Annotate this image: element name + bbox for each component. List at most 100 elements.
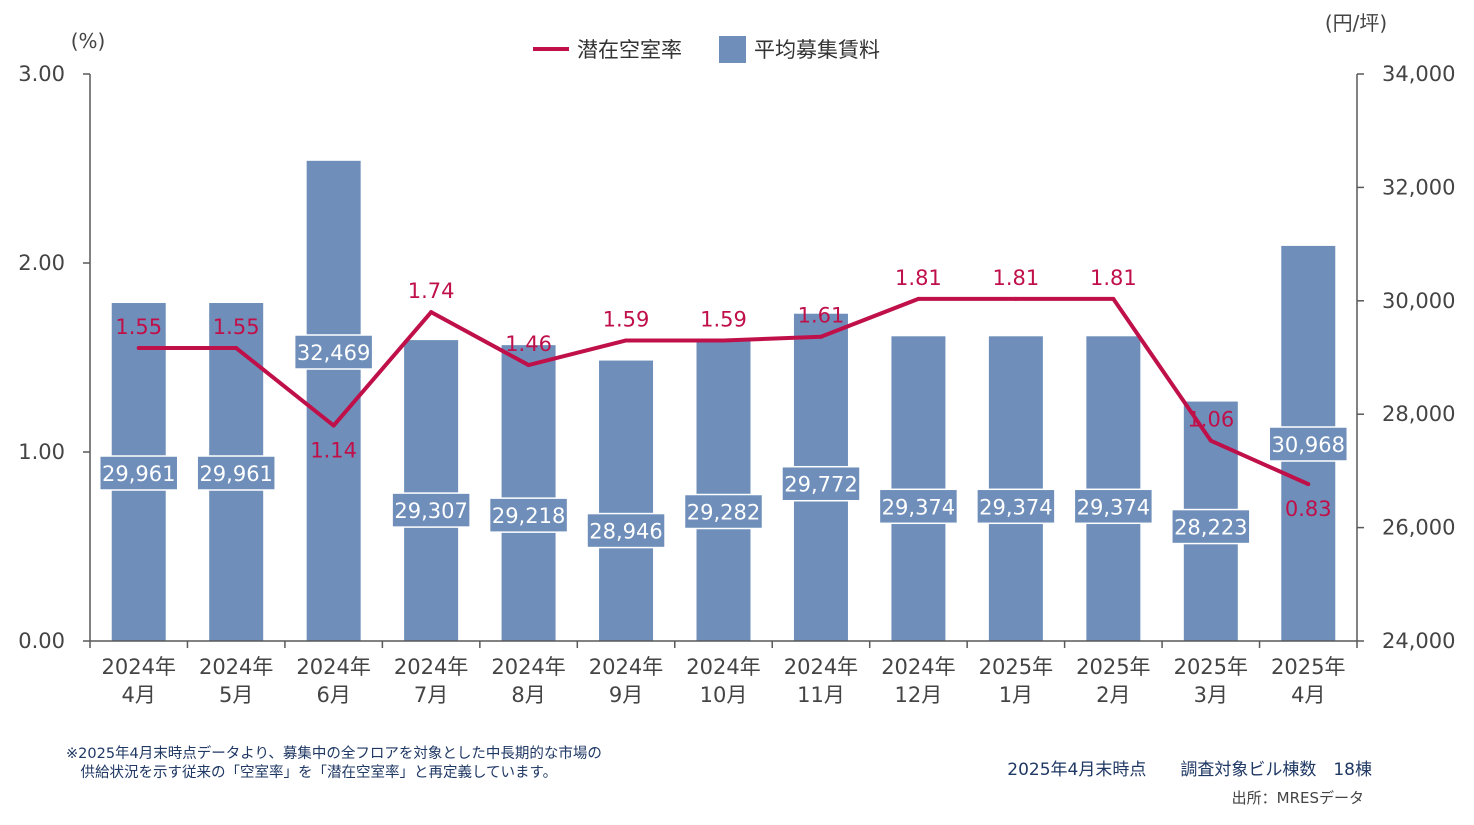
x-tick-label-month: 3月	[1194, 683, 1228, 707]
x-tick-label-month: 11月	[797, 683, 845, 707]
bar-data-label: 28,223	[1174, 516, 1247, 540]
source-note: 出所：MRESデータ	[1231, 789, 1364, 807]
footnote-line-1: ※2025年4月末時点データより、募集中の全フロアを対象とした中長期的な市場の	[66, 746, 602, 762]
bar-label-box	[391, 492, 471, 528]
x-tick-label-year: 2024年	[491, 655, 565, 679]
right-tick-label: 32,000	[1382, 175, 1455, 199]
line-data-label: 1.81	[993, 266, 1040, 290]
x-tick-label-month: 7月	[414, 683, 448, 707]
bar-data-label: 29,374	[1077, 495, 1150, 519]
line-point	[721, 338, 726, 343]
line-data-label: 0.83	[1285, 497, 1332, 521]
bar	[696, 341, 751, 641]
left-tick-label: 1.00	[18, 440, 65, 464]
bar	[599, 360, 654, 641]
bar-data-label: 32,469	[297, 341, 370, 365]
bar-data-label: 29,307	[394, 499, 467, 523]
x-tick-label-month: 2月	[1096, 683, 1130, 707]
legend-bar-swatch	[719, 36, 746, 63]
line-point	[1306, 482, 1311, 487]
bar-data-label: 28,946	[589, 520, 662, 544]
bar-label-box	[1268, 426, 1349, 462]
combo-chart: 29,961 29,961 32,469 29,307 29,218 28,946 29,2…	[18, 11, 1455, 707]
footnote: ※2025年4月末時点データより、募集中の全フロアを対象とした中長期的な市場の …	[66, 745, 602, 783]
x-tick-label-year: 2024年	[394, 655, 468, 679]
bar-label-box	[976, 488, 1056, 525]
bar-data-label: 29,961	[199, 462, 272, 486]
x-tick-label-year: 2024年	[881, 655, 955, 679]
x-tick-label-month: 5月	[219, 683, 253, 707]
left-axis-unit: (%)	[71, 29, 106, 53]
x-tick-label-month: 6月	[316, 683, 350, 707]
bar-data-label: 29,218	[492, 504, 565, 528]
bar-label-box	[586, 512, 666, 549]
right-tick-label: 26,000	[1382, 516, 1455, 540]
line-data-label: 1.74	[408, 279, 455, 303]
bar	[306, 160, 361, 642]
as-of-info: 2025年4月末時点 調査対象ビル棟数 18棟	[1007, 760, 1372, 780]
line-point	[429, 310, 434, 315]
left-tick-label: 0.00	[18, 629, 65, 653]
bar-data-labels: 29,961 29,961 32,469 29,307 29,218 28,946 29,2…	[98, 334, 1349, 549]
bar-data-label: 29,772	[784, 473, 857, 497]
line-data-label: 1.46	[505, 332, 552, 356]
line-data-label: 1.81	[1090, 266, 1137, 290]
axes	[83, 73, 1364, 648]
x-tick-label-year: 2024年	[199, 655, 273, 679]
x-tick-label-year: 2024年	[296, 655, 370, 679]
bar-data-label: 30,968	[1272, 433, 1345, 457]
line-point	[234, 346, 239, 351]
x-tick-label-year: 2024年	[784, 655, 858, 679]
x-tick-label-month: 4月	[122, 683, 156, 707]
line-data-label: 1.55	[115, 315, 162, 339]
line-data-label: 1.81	[895, 266, 942, 290]
x-tick-label-year: 2024年	[686, 655, 760, 679]
bar-data-label: 29,961	[102, 462, 175, 486]
bar-data-label: 29,374	[979, 495, 1052, 519]
bar-label-box	[781, 465, 861, 502]
bar-label-box	[878, 488, 959, 525]
line-point	[1111, 296, 1116, 301]
bar-label-box	[1073, 488, 1154, 525]
line-point	[526, 363, 531, 368]
x-tick-label-month: 1月	[999, 683, 1033, 707]
x-tick-label-month: 8月	[511, 683, 545, 707]
bar	[404, 340, 459, 641]
left-tick-label: 3.00	[18, 62, 65, 86]
legend: 潜在空室率 平均募集賃料	[533, 36, 880, 63]
line-point	[1208, 438, 1213, 443]
bar-label-box	[293, 334, 374, 370]
line-point	[624, 338, 629, 343]
bar-series	[111, 160, 1336, 642]
bar-label-box	[1171, 508, 1251, 545]
right-axis-unit: (円/坪)	[1325, 11, 1387, 35]
line-data-labels: 1.55 1.55 1.14 1.74 1.46 1.59 1.59 1.61 1.81 1.81…	[115, 266, 1331, 521]
bar-label-box	[196, 455, 276, 491]
footnote-line-2: 供給状況を示す従来の「空室率」を「潜在空室率」と再定義しています。	[66, 765, 558, 781]
line-data-label: 1.59	[700, 307, 747, 331]
line-data-label: 1.59	[603, 307, 650, 331]
right-tick-label: 28,000	[1382, 402, 1455, 426]
line-point	[331, 423, 336, 428]
line-point	[136, 346, 141, 351]
x-tick-label-year: 2025年	[1271, 655, 1345, 679]
line-data-label: 1.14	[310, 439, 357, 463]
legend-label-vacancy: 潜在空室率	[577, 38, 682, 62]
line-point	[916, 296, 921, 301]
bar-data-label: 29,282	[687, 501, 760, 525]
legend-label-rent: 平均募集賃料	[754, 38, 880, 62]
x-tick-label-year: 2025年	[1174, 655, 1248, 679]
bar-label-box	[683, 493, 764, 530]
line-data-label: 1.06	[1187, 408, 1234, 432]
tick-labels: 0.00 1.00 2.00 3.00 24,000 26,000 28,000 30,000…	[18, 62, 1455, 707]
x-tick-label-year: 2024年	[589, 655, 663, 679]
right-tick-label: 34,000	[1382, 62, 1455, 86]
x-tick-label-month: 10月	[700, 683, 748, 707]
x-tick-label-year: 2025年	[1076, 655, 1150, 679]
bar-label-box	[98, 455, 179, 491]
right-tick-label: 24,000	[1382, 629, 1455, 653]
line-data-label: 1.61	[798, 304, 845, 328]
line-point	[1013, 296, 1018, 301]
x-tick-label-year: 2025年	[979, 655, 1053, 679]
line-series	[136, 296, 1311, 487]
